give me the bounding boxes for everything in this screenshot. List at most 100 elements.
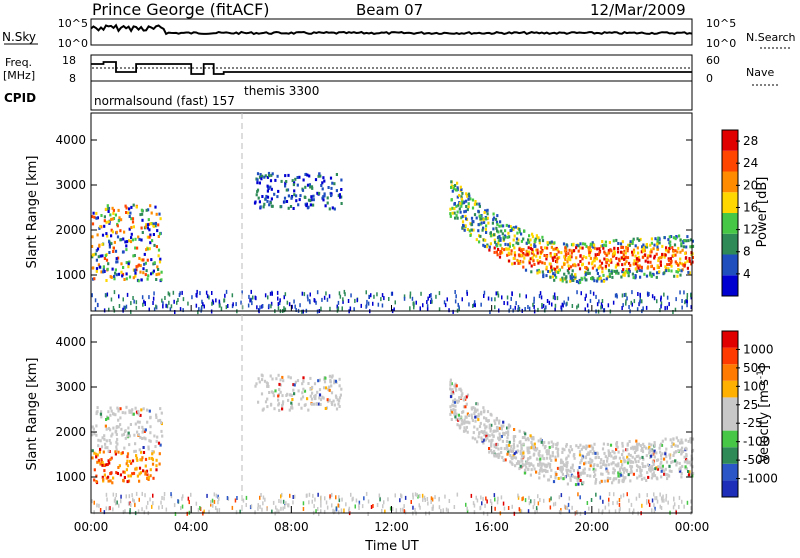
data-cell — [589, 249, 593, 253]
data-cell — [517, 307, 519, 312]
data-cell — [128, 260, 131, 264]
data-cell — [389, 506, 392, 511]
data-cell — [122, 266, 125, 269]
data-cell — [330, 391, 334, 395]
data-cell — [529, 456, 532, 460]
data-cell — [111, 267, 114, 271]
data-cell — [584, 307, 586, 312]
data-cell — [503, 447, 506, 451]
data-cell — [137, 279, 140, 283]
data-cell — [213, 492, 216, 497]
data-cell — [605, 467, 608, 471]
data-cell — [659, 308, 661, 313]
data-cell — [539, 437, 542, 441]
data-cell — [485, 496, 487, 501]
data-cell — [586, 501, 589, 505]
data-cell — [672, 236, 675, 240]
data-cell — [124, 240, 127, 244]
data-cell — [552, 502, 555, 507]
data-cell — [466, 506, 468, 511]
data-cell — [676, 461, 679, 465]
data-cell — [672, 505, 675, 510]
data-cell — [575, 444, 578, 448]
data-cell — [633, 508, 635, 513]
data-cell — [483, 416, 486, 420]
data-cell — [178, 293, 181, 297]
data-cell — [144, 493, 146, 498]
data-cell — [162, 301, 164, 306]
x-tick-label: 08:00 — [274, 520, 309, 534]
data-cell — [517, 495, 520, 500]
data-cell — [631, 250, 634, 254]
data-cell — [127, 262, 130, 266]
data-cell — [252, 295, 254, 300]
data-cell — [613, 246, 616, 250]
data-cell — [471, 419, 474, 422]
data-cell — [334, 394, 338, 398]
data-cell — [147, 218, 150, 222]
data-cell — [182, 494, 184, 499]
data-cell — [621, 453, 624, 456]
data-cell — [376, 292, 378, 297]
data-cell — [150, 272, 153, 276]
data-cell — [643, 272, 646, 276]
data-cell — [142, 446, 145, 449]
data-cell — [257, 400, 260, 404]
data-cell — [605, 258, 608, 262]
data-cell — [658, 237, 661, 241]
data-cell — [543, 261, 546, 265]
station-title: Prince George (fitACF) — [92, 0, 270, 19]
data-cell — [536, 236, 539, 240]
data-cell — [133, 299, 135, 304]
data-cell — [583, 462, 586, 466]
data-cell — [145, 208, 148, 212]
data-cell — [577, 281, 580, 285]
data-cell — [123, 476, 126, 479]
data-cell — [108, 439, 111, 442]
data-cell — [309, 292, 311, 297]
x-tick-label: 00:00 — [675, 520, 710, 534]
data-cell — [380, 297, 382, 302]
data-cell — [109, 213, 112, 217]
data-cell — [282, 400, 285, 404]
data-cell — [412, 492, 414, 497]
data-cell — [684, 465, 687, 469]
data-cell — [140, 208, 143, 212]
data-cell — [526, 446, 529, 450]
colorbar-band — [722, 254, 738, 276]
data-cell — [561, 447, 564, 451]
data-cell — [160, 421, 163, 424]
data-cell — [626, 443, 629, 447]
data-cell — [549, 254, 552, 258]
data-cell — [561, 451, 564, 454]
data-cell — [480, 436, 483, 440]
data-cell — [92, 427, 95, 431]
data-cell — [234, 498, 237, 503]
data-cell — [365, 491, 368, 496]
data-cell — [557, 454, 560, 458]
data-cell — [612, 456, 616, 460]
data-cell — [139, 270, 142, 274]
data-cell — [459, 415, 462, 419]
data-cell — [258, 175, 262, 179]
data-cell — [112, 492, 115, 497]
data-cell — [488, 439, 491, 443]
data-cell — [218, 508, 221, 513]
data-cell — [122, 297, 124, 302]
data-cell — [297, 389, 300, 393]
data-cell — [656, 264, 659, 268]
data-cell — [667, 250, 670, 254]
data-cell — [442, 508, 444, 513]
data-cell — [593, 450, 596, 454]
data-cell — [598, 259, 602, 263]
data-cell — [658, 270, 661, 274]
data-cell — [675, 262, 678, 265]
data-cell — [687, 270, 690, 274]
data-cell — [631, 455, 634, 459]
data-cell — [567, 454, 570, 458]
data-cell — [542, 303, 545, 308]
data-cell — [342, 297, 344, 302]
data-cell — [496, 229, 499, 233]
data-cell — [573, 453, 576, 456]
data-cell — [293, 299, 295, 304]
